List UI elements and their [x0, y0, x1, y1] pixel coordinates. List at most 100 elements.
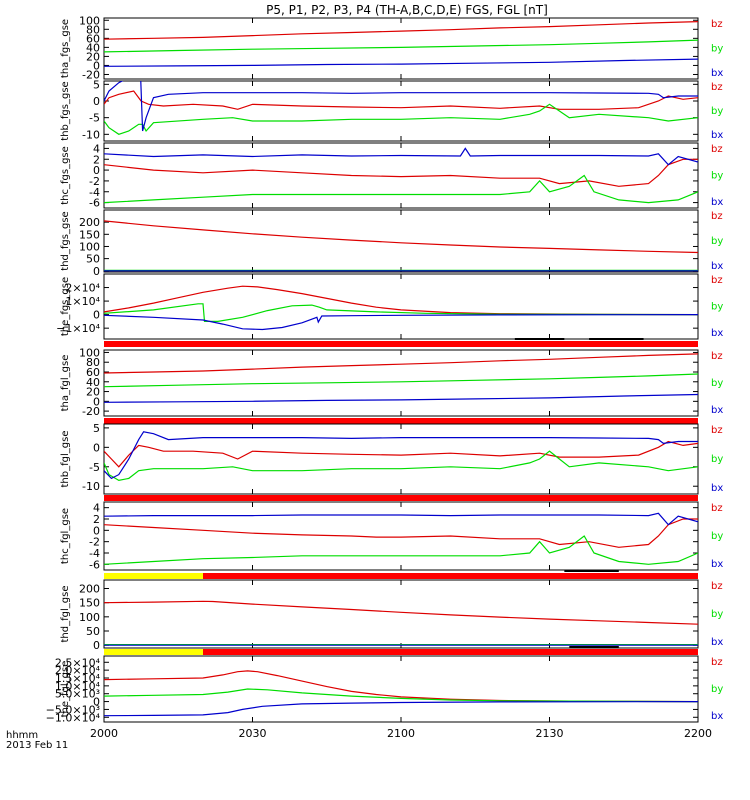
- series-by: [104, 450, 698, 482]
- y-tick-label: 5.0×10³: [55, 688, 100, 701]
- x-axis: 2000 2030 2100 2130 2200: [90, 727, 712, 740]
- legend-bz: bz: [711, 144, 723, 155]
- state-bar: [104, 649, 203, 655]
- x-tick-label: 2100: [387, 727, 415, 740]
- y-axis-label: thd_fgs_gse: [60, 211, 71, 270]
- series-bz: [104, 220, 698, 254]
- y-tick-label: -20: [82, 405, 100, 418]
- legend-bz: bz: [711, 211, 723, 222]
- y-tick-label: 0: [93, 164, 100, 177]
- series-by: [104, 174, 698, 204]
- y-tick-label: -10: [82, 480, 100, 493]
- series-by: [104, 303, 698, 322]
- series-bz: [104, 353, 698, 374]
- y-tick-label: −1×10⁴: [56, 322, 100, 335]
- y-tick-label: 100: [79, 346, 100, 359]
- y-tick-label: 5: [93, 422, 100, 435]
- y-tick-label: 80: [86, 23, 100, 36]
- legend-bz: bz: [711, 82, 723, 93]
- legend-by: by: [711, 44, 723, 55]
- y-tick-label: -5: [89, 112, 100, 125]
- y-tick-label: 0: [93, 59, 100, 72]
- y-tick-label: 2×10⁴: [65, 282, 100, 295]
- y-tick-label: 1.5×10⁴: [55, 672, 101, 685]
- y-tick-label: -5: [89, 461, 100, 474]
- legend-bz: bz: [711, 19, 723, 30]
- y-tick-label: 2: [93, 153, 100, 166]
- state-bar: [104, 418, 698, 424]
- y-tick-label: 50: [86, 625, 100, 638]
- legend-bz: bz: [711, 351, 723, 362]
- state-bar: [203, 573, 698, 579]
- legend-bx: bx: [711, 483, 723, 494]
- series-bx: [104, 700, 698, 717]
- x-tick-label: 2000: [90, 727, 118, 740]
- y-axis-label: tha_fgs_gse: [60, 19, 71, 78]
- y-tick-label: 20: [86, 50, 100, 63]
- y-axis-label: the_fgs_gse: [60, 277, 71, 336]
- y-axis-label: thb_fgl_gse: [60, 431, 71, 488]
- legend-by: by: [711, 454, 723, 465]
- series-group: [104, 220, 698, 272]
- y-tick-label: -20: [82, 68, 100, 81]
- legend-bz: bz: [711, 275, 723, 286]
- state-mark: [514, 338, 565, 340]
- y-tick-label: 5: [93, 78, 100, 91]
- series-bz: [104, 21, 698, 40]
- series-bx: [104, 431, 698, 480]
- x-tick-label: 2030: [239, 727, 267, 740]
- y-axis-label: thd_fgl_gse: [60, 586, 71, 643]
- legend-bz: bz: [711, 657, 723, 668]
- y-tick-label: 0: [93, 395, 100, 408]
- y-tick-label: 1.0×10⁴: [55, 680, 101, 693]
- legend-by: by: [711, 106, 723, 117]
- y-axis-label: tha_fgl_gse: [60, 355, 71, 412]
- state-bar: [104, 495, 698, 501]
- y-tick-label: 4: [93, 502, 100, 515]
- y-tick-label: 0: [93, 524, 100, 537]
- x-tick-label: 2200: [684, 727, 712, 740]
- series-bx: [104, 393, 698, 403]
- y-tick-label: 0: [93, 696, 100, 709]
- series-bx: [104, 58, 698, 67]
- series-bx: [104, 147, 698, 166]
- y-tick-label: -2: [89, 536, 100, 549]
- y-tick-label: 0: [93, 95, 100, 108]
- y-tick-label: 200: [79, 216, 100, 229]
- state-bar: [203, 649, 698, 655]
- series-group: [104, 431, 698, 482]
- series-bz: [104, 440, 698, 468]
- legend-bx: bx: [711, 637, 723, 648]
- y-tick-label: 1×10⁴: [65, 295, 100, 308]
- series-bz: [104, 670, 698, 703]
- legend-by: by: [711, 684, 723, 695]
- y-tick-label: 4: [93, 142, 100, 155]
- legend-by: by: [711, 531, 723, 542]
- y-tick-label: -4: [89, 547, 100, 560]
- legend-bx: bx: [711, 711, 723, 722]
- state-bar: [104, 341, 698, 347]
- y-axis-label: the_fgl_gse: [60, 661, 71, 718]
- series-group: [104, 21, 698, 67]
- panel-thb_fgs_gse: 5 0 -5 -10 thb_fgs_gse bz by bx: [60, 78, 723, 142]
- y-tick-label: 150: [79, 597, 100, 610]
- y-tick-label: 40: [86, 41, 100, 54]
- legend-bx: bx: [711, 197, 723, 208]
- y-tick-label: 0: [93, 265, 100, 278]
- series-group: [104, 147, 698, 204]
- series-bz: [104, 158, 698, 187]
- y-tick-label: 0: [93, 639, 100, 652]
- series-group: [104, 670, 698, 717]
- y-tick-label: 100: [79, 240, 100, 253]
- state-mark: [569, 646, 619, 648]
- y-tick-label: 0: [93, 441, 100, 454]
- legend-bx: bx: [711, 328, 723, 339]
- state-bar: [104, 573, 203, 579]
- y-tick-label: 150: [79, 228, 100, 241]
- y-tick-label: −1.0×10⁴: [46, 711, 101, 724]
- series-by: [104, 103, 698, 135]
